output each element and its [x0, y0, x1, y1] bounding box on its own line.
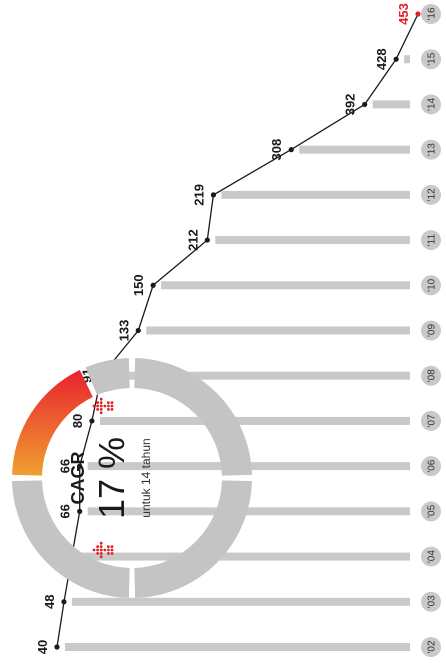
year-badge: [421, 320, 441, 341]
bar: [221, 190, 410, 199]
donut-segment: [134, 358, 252, 476]
donut-segment: [134, 480, 252, 598]
data-point: [61, 599, 67, 605]
tick-label: '11: [427, 233, 438, 246]
data-point: [210, 192, 217, 198]
bar: [109, 371, 410, 380]
data-label: 48: [42, 595, 57, 609]
tick-label: '13: [427, 143, 438, 156]
data-label: 392: [343, 94, 358, 116]
bars-layer: [64, 9, 430, 651]
bar: [161, 281, 410, 290]
trend-line-layer: [54, 11, 421, 650]
data-label: 40: [35, 640, 50, 654]
year-badge: [421, 275, 441, 296]
bar: [215, 236, 410, 245]
data-label: 219: [191, 184, 206, 206]
bar: [99, 416, 410, 425]
cagr-label: CAGR: [68, 452, 88, 505]
data-point: [288, 147, 294, 153]
year-badge: [421, 410, 441, 431]
year-badge: [421, 546, 441, 567]
tick-label: '02: [427, 640, 438, 653]
tick-label: '03: [427, 595, 438, 608]
bar: [299, 145, 410, 154]
bar: [372, 100, 410, 109]
cagr-subtitle: untuk 14 tahun: [139, 438, 153, 517]
data-point: [204, 237, 210, 243]
cagr-donut: CAGR 17 % untuk 14 tahun: [12, 358, 252, 598]
year-badge: [421, 637, 441, 657]
bar: [79, 552, 410, 561]
data-point: [150, 282, 156, 288]
data-point: [415, 11, 421, 17]
tick-label: '15: [427, 52, 438, 65]
up-arrow-icon: [92, 541, 114, 559]
data-label: 308: [269, 139, 284, 161]
bar: [71, 597, 410, 606]
donut-highlight: [12, 369, 93, 476]
donut-segment: [12, 480, 130, 598]
year-badge: [421, 365, 441, 386]
data-label: 66: [58, 459, 73, 473]
cagr-value: 17 %: [91, 437, 132, 519]
tick-label: '07: [427, 414, 438, 427]
data-point: [89, 418, 95, 424]
data-label: 150: [131, 274, 146, 296]
year-badge: [421, 49, 441, 70]
tick-label: '16: [427, 7, 438, 20]
data-label: 133: [116, 320, 131, 342]
tick-label: '04: [427, 550, 438, 563]
year-badge: [421, 4, 441, 24]
year-badge: [421, 94, 441, 115]
tick-label: '09: [427, 324, 438, 337]
bar: [404, 55, 410, 64]
tick-label: '06: [427, 459, 438, 472]
data-label: 428: [374, 48, 389, 70]
data-point: [362, 101, 368, 108]
tick-label: '14: [427, 97, 438, 110]
data-point: [77, 508, 83, 514]
year-badge: [421, 456, 441, 477]
data-point: [393, 56, 399, 62]
data-point: [54, 644, 60, 650]
year-badges-layer: '02 '03 '04 '05 '06 '07 '08 '09 '10 '11 '12 '13 '14 '…: [421, 4, 441, 657]
up-arrow-icon: [92, 397, 114, 415]
data-point: [135, 327, 141, 334]
bar: [87, 507, 410, 516]
tick-label: '12: [427, 188, 438, 201]
tick-label: '10: [427, 278, 438, 291]
donut-segment: [85, 358, 130, 396]
year-badge: [421, 230, 441, 251]
year-badge: [421, 501, 441, 522]
data-label: 453: [396, 3, 411, 25]
bar: [146, 326, 411, 335]
data-label: 66: [58, 504, 73, 518]
data-point: [77, 463, 83, 469]
value-labels-layer: 40485766668091133150212219308392428453: [35, 3, 411, 654]
data-label: 80: [70, 414, 85, 428]
year-badge: [421, 184, 441, 205]
tick-label: '08: [427, 369, 438, 382]
donut-segments: [12, 358, 252, 598]
bar: [64, 643, 410, 651]
year-badge: [421, 591, 441, 612]
tick-label: '05: [426, 504, 437, 517]
year-badge: [421, 139, 441, 160]
data-label: 212: [185, 229, 200, 251]
